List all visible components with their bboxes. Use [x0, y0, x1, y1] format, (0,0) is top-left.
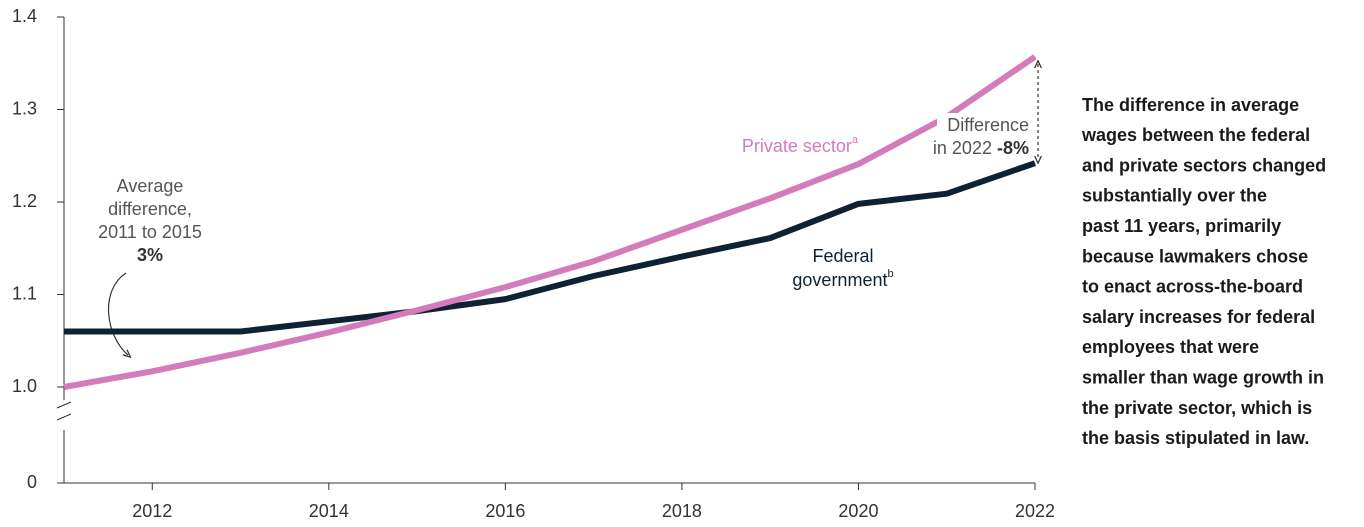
side-note: because lawmakers chose — [1082, 246, 1308, 266]
series-note: a — [852, 134, 859, 146]
side-note: to enact across-the-board — [1082, 277, 1303, 297]
side-note: the private sector, which is — [1082, 398, 1312, 418]
series-label: Private sectora — [742, 134, 859, 156]
series-line — [64, 160, 1036, 335]
y-tick-label: 1.0 — [12, 376, 37, 396]
series-name: Private sector — [742, 136, 852, 156]
annotation-text: 2011 to 2015 — [98, 222, 202, 242]
x-tick-label: 2012 — [132, 501, 172, 521]
y-tick-label: 1.1 — [12, 283, 37, 303]
side-note: employees that were — [1082, 337, 1259, 357]
annotation-line: in 2022 — [933, 138, 992, 158]
side-note: and private sectors changed — [1082, 155, 1326, 175]
series-label: Federal governmentb — [792, 246, 893, 290]
annotation-arrow — [107, 272, 128, 355]
side-note: substantially over the — [1082, 186, 1267, 206]
annotation-text: in 2022 -8% — [933, 138, 1029, 158]
x-tick-label: 2018 — [662, 501, 702, 521]
y-tick-label: 1.2 — [12, 191, 37, 211]
y-tick-label: 1.4 — [12, 6, 37, 26]
series-name: Federal government — [792, 246, 887, 290]
side-note: smaller than wage growth in — [1082, 367, 1324, 387]
annotation-value: -8% — [997, 138, 1029, 158]
side-note: The difference in average — [1082, 95, 1299, 115]
side-note: wages between the federal — [1081, 125, 1310, 145]
annotation-value: 3% — [137, 245, 163, 265]
side-note: past 11 years, primarily — [1082, 216, 1281, 236]
series-note: b — [887, 268, 893, 280]
side-note: the basis stipulated in law. — [1082, 428, 1309, 448]
x-tick-label: 2014 — [309, 501, 349, 521]
annotation-bg — [937, 113, 1032, 161]
x-tick-label: 2020 — [838, 501, 878, 521]
series-name-part: government — [792, 270, 887, 290]
series-line — [63, 54, 1037, 390]
series-name-part: Federal — [812, 246, 873, 266]
annotation-text: difference, — [108, 199, 192, 219]
annotation-text: Average — [117, 176, 184, 196]
axis-break — [56, 401, 72, 421]
x-tick-label: 2022 — [1015, 501, 1055, 521]
side-note: salary increases for federal — [1082, 307, 1315, 327]
annotation-text: Difference — [947, 115, 1029, 135]
y-tick-label: 1.3 — [12, 98, 37, 118]
x-tick-label: 2016 — [485, 501, 525, 521]
y-tick-label: 0 — [27, 472, 37, 492]
